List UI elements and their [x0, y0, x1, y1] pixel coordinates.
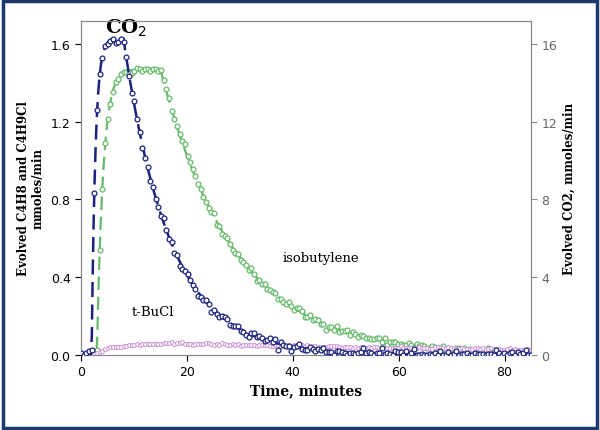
Y-axis label: Evolved CO2, mmoles/min: Evolved CO2, mmoles/min	[563, 102, 576, 274]
Text: t-BuCl: t-BuCl	[131, 305, 174, 318]
Text: isobutylene: isobutylene	[282, 252, 359, 265]
Y-axis label: Evolved C4H8 and C4H9Cl
mmoles/min: Evolved C4H8 and C4H9Cl mmoles/min	[17, 101, 45, 275]
Text: CO$_2$: CO$_2$	[105, 17, 147, 38]
X-axis label: Time, minutes: Time, minutes	[250, 384, 362, 398]
Text: Figure 5: Mass spectrometric results from a Boc-deprotection reaction in ethanol: Figure 5: Mass spectrometric results fro…	[40, 403, 560, 416]
